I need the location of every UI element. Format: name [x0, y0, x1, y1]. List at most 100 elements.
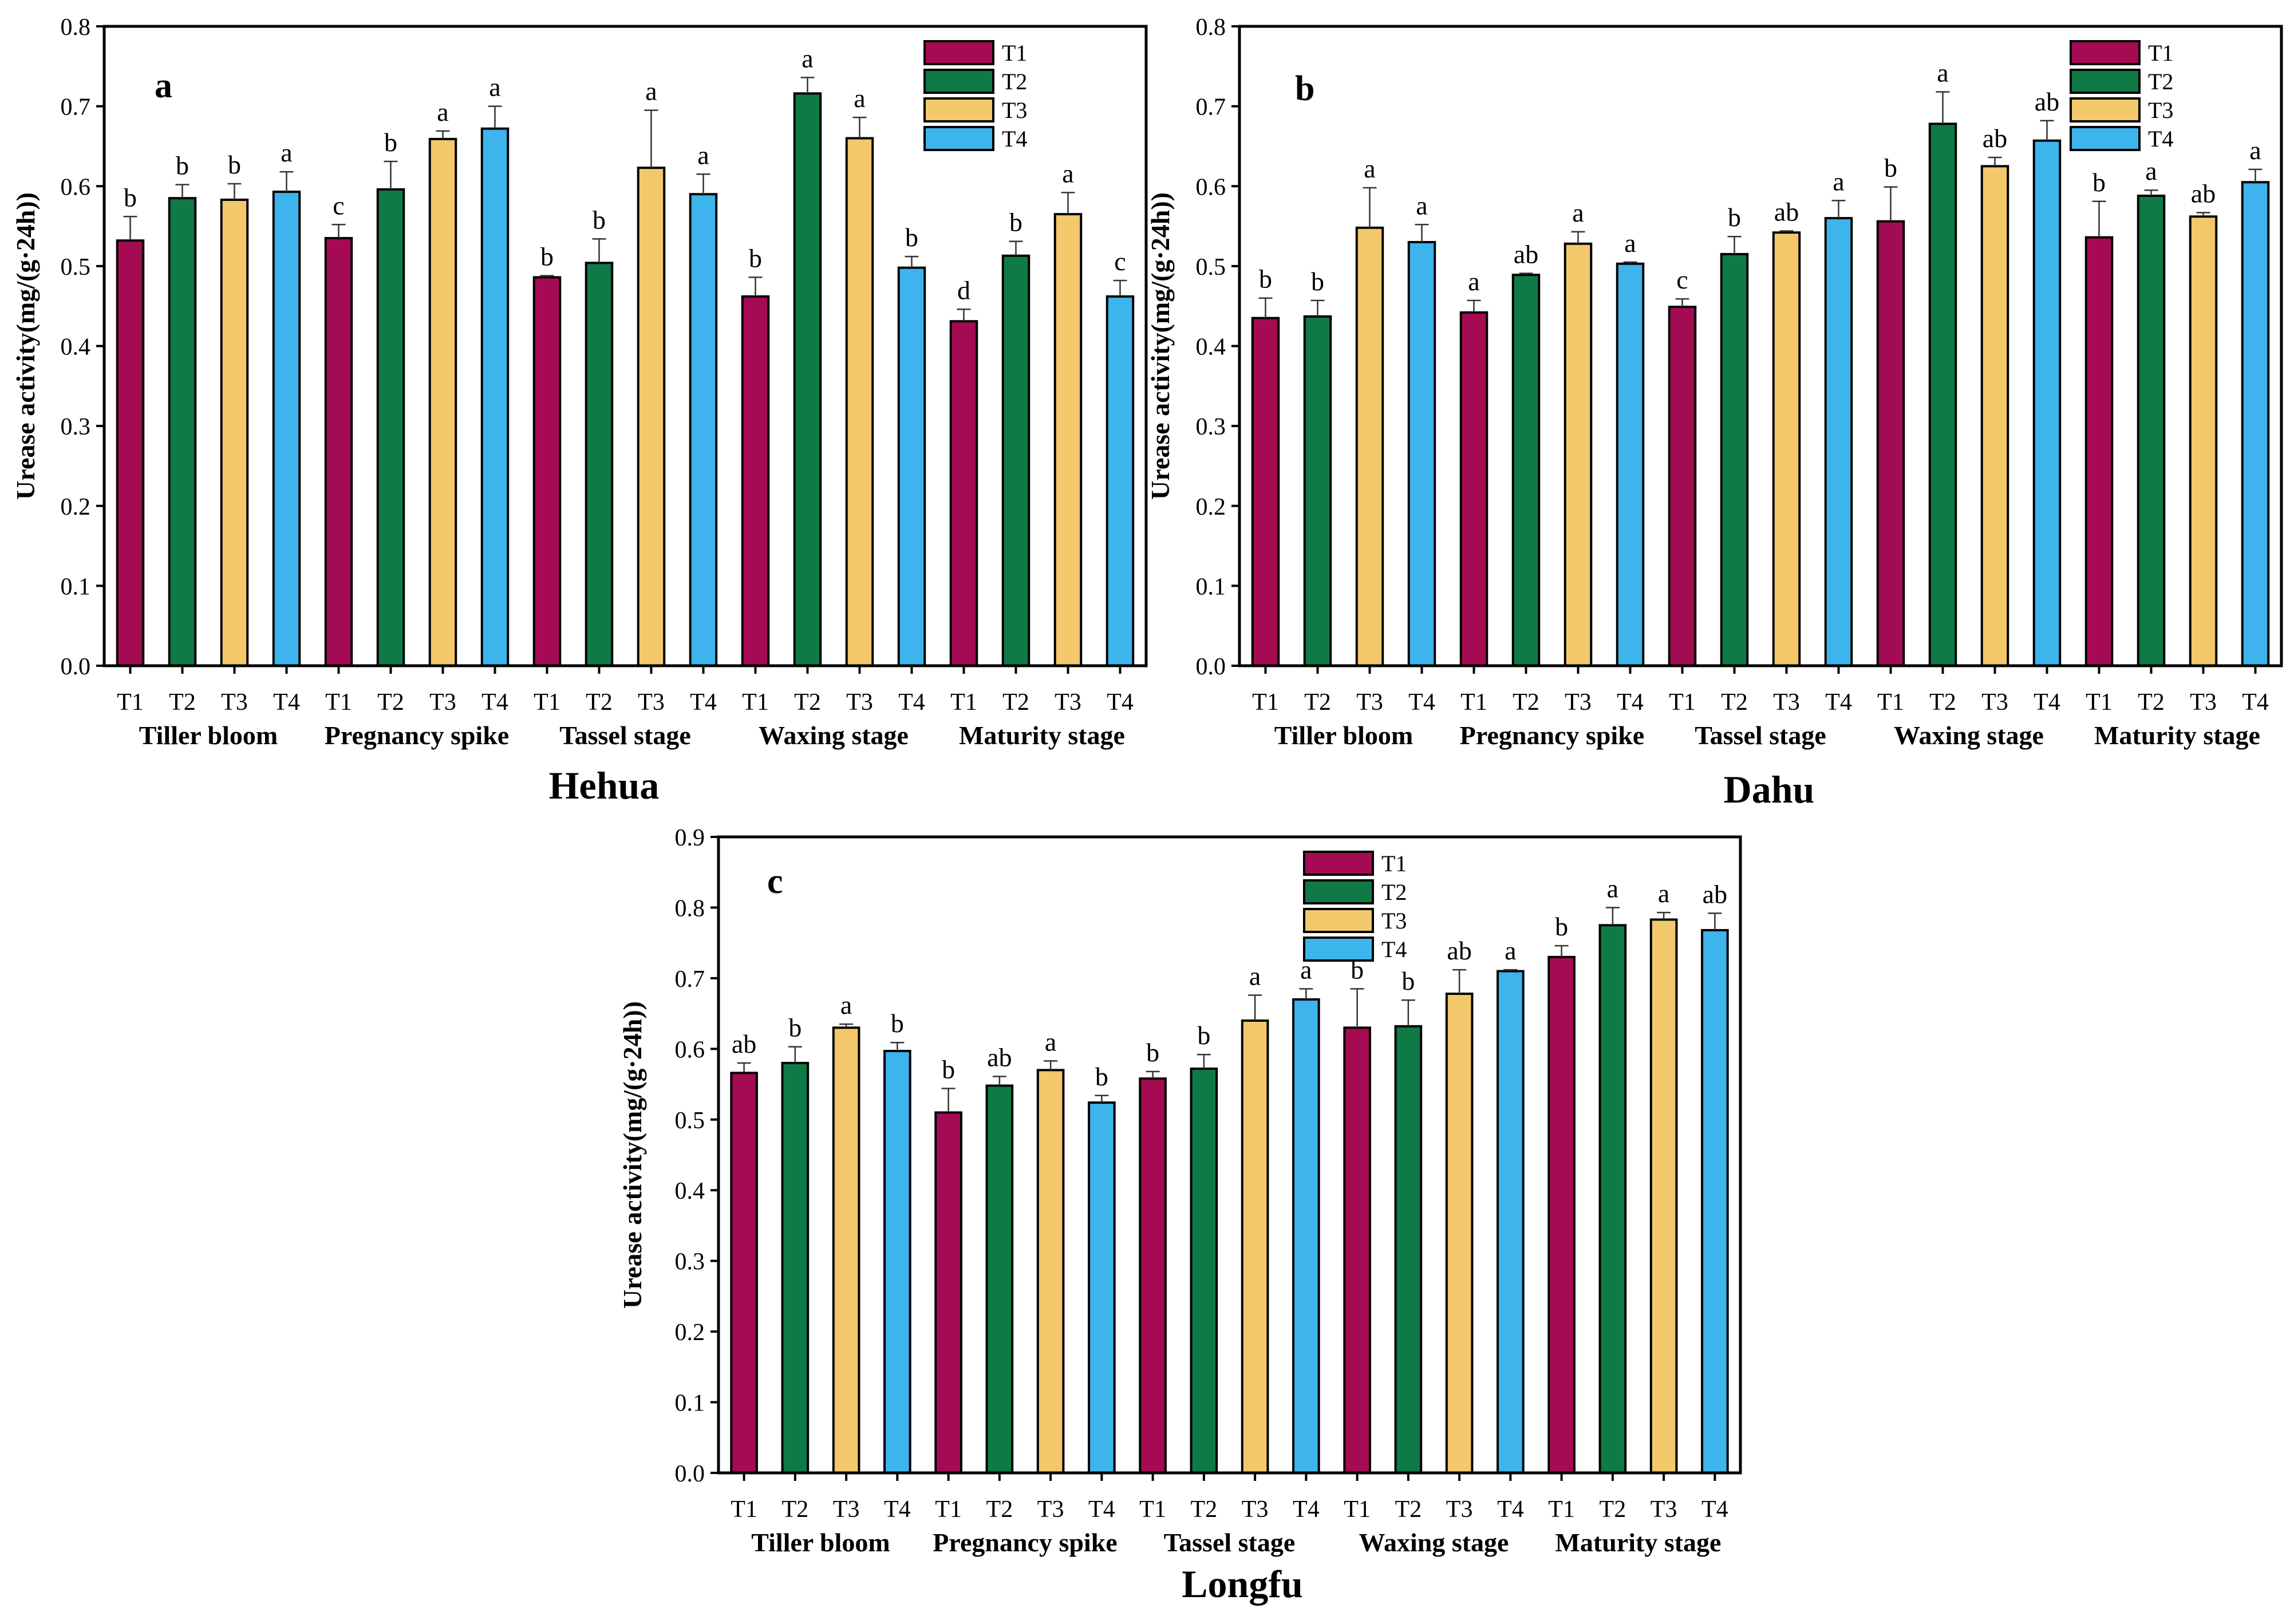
bar — [1053, 213, 1083, 667]
legend-label: T1 — [1381, 851, 1407, 876]
x-tick-label: T3 — [1446, 1496, 1473, 1523]
x-tick-label: T2 — [986, 1496, 1013, 1523]
y-tick-label: 0.3 — [1196, 414, 1226, 440]
bar — [220, 198, 249, 667]
bar — [2137, 195, 2166, 667]
significance-label: a — [1833, 167, 1844, 196]
bar — [2241, 181, 2270, 667]
bar — [1701, 928, 1729, 1474]
x-tick-label: T3 — [1242, 1496, 1269, 1523]
x-tick-label: T3 — [1565, 689, 1592, 716]
y-tick-label: 0.8 — [61, 14, 91, 41]
significance-label: b — [788, 1013, 802, 1042]
legend-label: T1 — [1002, 40, 1027, 66]
bar — [1292, 998, 1320, 1474]
significance-label: a — [281, 138, 292, 167]
bar — [1547, 955, 1576, 1475]
bar — [1616, 262, 1645, 667]
x-tick-label: T3 — [833, 1496, 860, 1523]
chart-panel-c: 0.0 0.1 0.2 0.3 0.4 0.5 0.6 0.7 0.8 0.9 Urease act… — [618, 825, 1742, 1606]
significance-label: a — [489, 73, 500, 102]
legend-swatch — [1303, 937, 1374, 962]
bar — [1105, 295, 1135, 667]
x-tick-label: T3 — [2190, 689, 2217, 716]
x-tick-label: T2 — [1513, 689, 1539, 716]
bar — [1036, 1069, 1065, 1475]
bar — [689, 193, 718, 667]
panel-letter: b — [1295, 69, 1314, 108]
x-tick-label: T1 — [1460, 689, 1487, 716]
significance-label: b — [1728, 203, 1741, 232]
significance-label: a — [645, 77, 657, 106]
x-tick-label: T3 — [1651, 1496, 1677, 1523]
significance-label: b — [1555, 912, 1568, 941]
significance-label: b — [1311, 267, 1324, 296]
significance-label: ab — [1983, 124, 2007, 153]
x-tick-label: T3 — [1981, 689, 2008, 716]
significance-label: b — [942, 1054, 955, 1084]
x-tick-label: T2 — [169, 689, 196, 716]
bar — [1876, 220, 1905, 667]
significance-label: a — [2145, 156, 2157, 185]
bar — [1139, 1077, 1167, 1475]
x-tick-label: T4 — [1408, 689, 1435, 716]
x-tick-label: T3 — [846, 689, 873, 716]
bar — [1241, 1019, 1269, 1474]
x-tick-label: T4 — [898, 689, 925, 716]
significance-label: c — [1114, 247, 1126, 276]
x-tick-label: T4 — [1701, 1496, 1728, 1523]
y-tick-label: 0.4 — [675, 1178, 705, 1204]
stage-label: Tiller bloom — [751, 1528, 890, 1557]
bar — [1824, 217, 1853, 667]
significance-label: d — [957, 275, 970, 305]
legend-label: T3 — [1002, 97, 1027, 123]
x-tick-label: T2 — [377, 689, 404, 716]
significance-label: b — [2092, 168, 2106, 197]
y-tick-label: 0.8 — [675, 895, 705, 922]
significance-label: b — [1351, 955, 1364, 984]
significance-label: ab — [1703, 879, 1727, 908]
bar — [1088, 1101, 1116, 1474]
legend-swatch — [923, 69, 994, 94]
significance-label: a — [1937, 58, 1948, 87]
x-tick-label: T4 — [1825, 689, 1852, 716]
legend-swatch — [923, 126, 994, 151]
legend-label: T4 — [2148, 126, 2173, 152]
x-tick-label: T3 — [221, 689, 248, 716]
y-tick-label: 0.1 — [61, 574, 91, 600]
stage-label: Maturity stage — [1555, 1528, 1722, 1557]
x-tick-label: T4 — [2242, 689, 2269, 716]
x-tick-label: T3 — [1055, 689, 1081, 716]
significance-label: b — [1259, 264, 1272, 294]
significance-label: ab — [2035, 87, 2059, 116]
x-tick-label: T4 — [2034, 689, 2060, 716]
bar — [480, 127, 510, 667]
bar — [934, 1111, 962, 1474]
y-tick-label: 0.0 — [1196, 654, 1226, 680]
x-tick-label: T1 — [935, 1496, 962, 1523]
bar — [637, 167, 666, 667]
y-tick-label: 0.5 — [1196, 254, 1226, 280]
legend-swatch — [2070, 40, 2141, 65]
legend-swatch — [1303, 908, 1374, 933]
x-tick-label: T2 — [586, 689, 613, 716]
bar — [1668, 306, 1697, 667]
bar — [1980, 165, 2009, 667]
x-tick-label: T1 — [731, 1496, 757, 1523]
x-tick-label: T1 — [1139, 1496, 1166, 1523]
significance-label: a — [802, 44, 813, 73]
stage-label: Maturity stage — [2094, 721, 2260, 750]
significance-label: a — [2249, 136, 2261, 165]
x-tick-label: T4 — [481, 689, 508, 716]
significance-label: a — [437, 97, 448, 127]
legend-swatch — [2070, 97, 2141, 123]
y-tick-label: 0.2 — [1196, 494, 1226, 520]
stage-label: Tiller bloom — [139, 721, 278, 750]
bar — [845, 137, 874, 667]
stage-label: Pregnancy spike — [1460, 721, 1644, 750]
y-tick-label: 0.7 — [675, 966, 705, 993]
stage-label: Waxing stage — [759, 721, 909, 750]
bar — [741, 295, 770, 667]
x-tick-label: T2 — [1304, 689, 1331, 716]
x-tick-label: T1 — [325, 689, 352, 716]
